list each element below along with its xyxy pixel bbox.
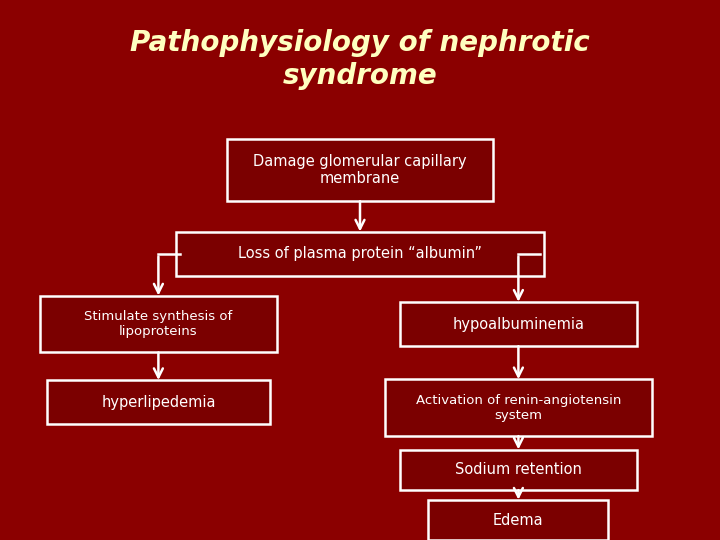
Text: hyperlipedemia: hyperlipedemia bbox=[101, 395, 216, 410]
Text: syndrome: syndrome bbox=[283, 62, 437, 90]
FancyBboxPatch shape bbox=[400, 302, 637, 346]
Text: Stimulate synthesis of
lipoproteins: Stimulate synthesis of lipoproteins bbox=[84, 310, 233, 338]
Text: Activation of renin-angiotensin
system: Activation of renin-angiotensin system bbox=[415, 394, 621, 422]
FancyBboxPatch shape bbox=[400, 449, 637, 490]
Text: Edema: Edema bbox=[493, 512, 544, 528]
Text: Pathophysiology of nephrotic: Pathophysiology of nephrotic bbox=[130, 29, 590, 57]
Text: hypoalbuminemia: hypoalbuminemia bbox=[452, 316, 585, 332]
Text: Damage glomerular capillary
membrane: Damage glomerular capillary membrane bbox=[253, 154, 467, 186]
FancyBboxPatch shape bbox=[385, 379, 652, 436]
FancyBboxPatch shape bbox=[428, 500, 608, 540]
Text: Loss of plasma protein “albumin”: Loss of plasma protein “albumin” bbox=[238, 246, 482, 261]
Text: Sodium retention: Sodium retention bbox=[455, 462, 582, 477]
FancyBboxPatch shape bbox=[227, 139, 493, 201]
FancyBboxPatch shape bbox=[40, 296, 277, 352]
FancyBboxPatch shape bbox=[47, 380, 270, 424]
FancyBboxPatch shape bbox=[176, 232, 544, 276]
